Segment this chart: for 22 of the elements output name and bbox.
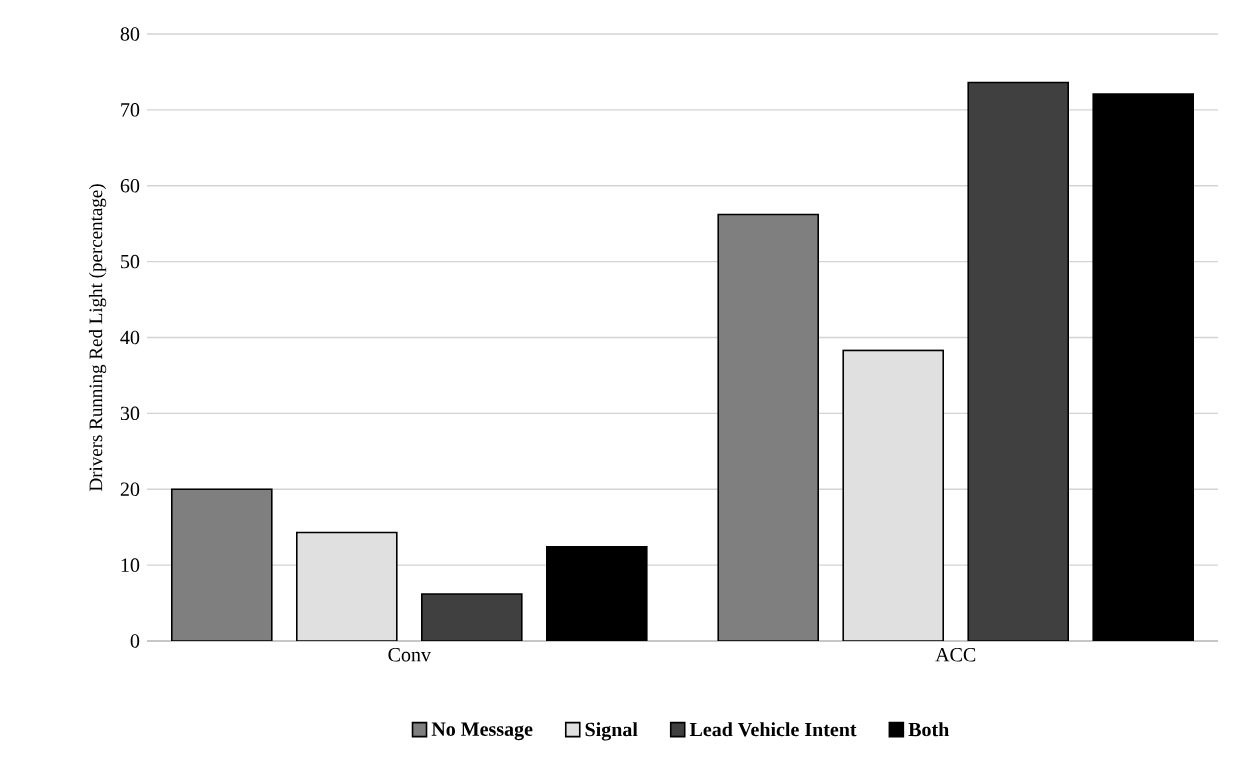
legend-label: Lead Vehicle Intent xyxy=(689,722,857,737)
y-tick-label: 40 xyxy=(120,330,140,345)
y-tick-label: 20 xyxy=(120,482,140,496)
y-tick-label: 10 xyxy=(121,558,140,572)
y-tick-label: 80 xyxy=(120,27,140,41)
y-tick-label: 70 xyxy=(121,103,140,117)
y-tick-label: 60 xyxy=(120,179,140,193)
legend-label: No Message xyxy=(431,722,533,741)
bar xyxy=(967,81,1070,641)
bar xyxy=(170,488,273,641)
bar xyxy=(717,213,820,641)
bar xyxy=(420,593,523,641)
y-tick-label: 0 xyxy=(130,634,140,648)
y-tick-label: 30 xyxy=(120,406,140,421)
y-tick-label: 50 xyxy=(121,254,140,269)
bar xyxy=(295,531,398,641)
x-tick-label: Conv xyxy=(388,648,431,662)
x-tick-label: ACC xyxy=(935,648,976,662)
bar xyxy=(842,349,945,641)
legend-label: Signal xyxy=(585,722,638,741)
legend-label: Both xyxy=(908,722,949,737)
y-axis-title: Drivers Running Red Light (percentage) xyxy=(88,184,107,492)
